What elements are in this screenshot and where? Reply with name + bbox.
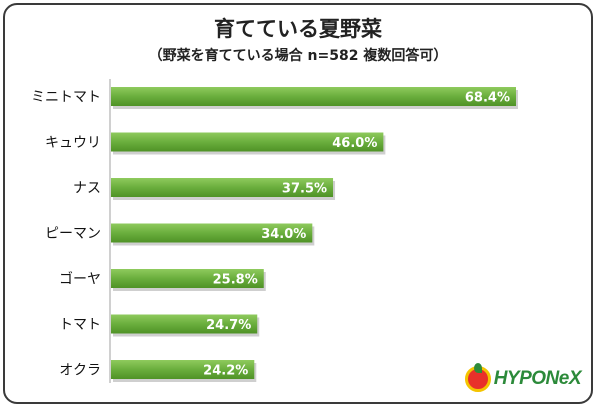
- category-label: キュウリ: [45, 135, 101, 151]
- category-label: ピーマン: [45, 226, 101, 242]
- value-label: 24.7%: [206, 318, 251, 333]
- chart-frame: 育てている夏野菜 （野菜を育てている場合 n=582 複数回答可） ミニトマト 6…: [3, 3, 593, 404]
- brand-logo: HYPONeX: [464, 363, 582, 392]
- flower-logo-icon: [464, 363, 491, 392]
- bar: [111, 178, 334, 197]
- category-label: オクラ: [59, 363, 101, 379]
- category-label: トマト: [59, 317, 101, 333]
- bar: [111, 360, 255, 379]
- value-label: 34.0%: [261, 227, 306, 242]
- bar: [111, 87, 516, 106]
- value-label: 46.0%: [332, 136, 377, 151]
- category-label: ゴーヤ: [59, 271, 101, 288]
- chart-subtitle: （野菜を育てている場合 n=582 複数回答可）: [148, 48, 448, 64]
- value-label: 25.8%: [213, 273, 258, 288]
- value-label: 37.5%: [282, 182, 327, 197]
- bar: [111, 132, 384, 152]
- bar: [111, 314, 258, 334]
- bar: [111, 223, 313, 243]
- category-label: ナス: [73, 181, 101, 197]
- value-label: 24.2%: [203, 364, 248, 379]
- brand-name: HYPONeX: [493, 368, 582, 389]
- chart-title: 育てている夏野菜: [214, 17, 382, 41]
- bar-chart: ミニトマト 68.4% キュウリ 46.0% ナス 37.5% ピーマン 34.0% ゴーヤ 25…: [31, 79, 518, 383]
- value-label: 68.4%: [465, 91, 510, 106]
- category-label: ミニトマト: [31, 90, 101, 106]
- bar: [111, 269, 264, 288]
